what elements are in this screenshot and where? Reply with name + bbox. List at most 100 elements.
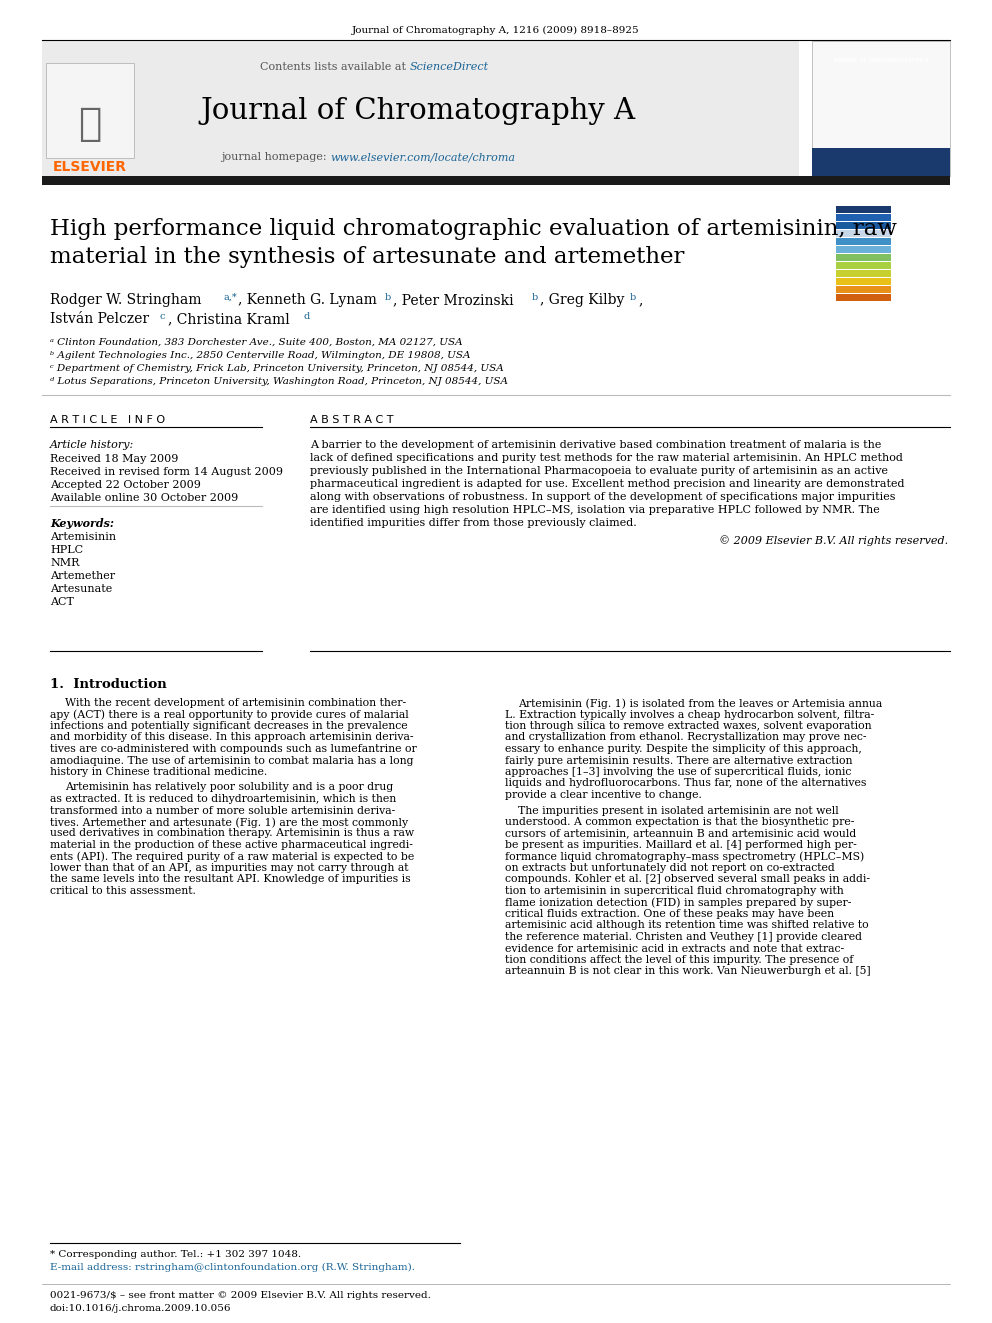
Text: L. Extraction typically involves a cheap hydrocarbon solvent, filtra-: L. Extraction typically involves a cheap… xyxy=(505,709,874,720)
Text: material in the synthesis of artesunate and artemether: material in the synthesis of artesunate … xyxy=(50,246,684,269)
Text: tives are co-administered with compounds such as lumefantrine or: tives are co-administered with compounds… xyxy=(50,744,417,754)
Bar xyxy=(836,286,891,292)
Text: lower than that of an API, as impurities may not carry through at: lower than that of an API, as impurities… xyxy=(50,863,409,873)
Text: cursors of artemisinin, arteannuin B and artemisinic acid would: cursors of artemisinin, arteannuin B and… xyxy=(505,828,856,839)
Text: liquids and hydrofluorocarbons. Thus far, none of the alternatives: liquids and hydrofluorocarbons. Thus far… xyxy=(505,778,866,789)
Text: * Corresponding author. Tel.: +1 302 397 1048.: * Corresponding author. Tel.: +1 302 397… xyxy=(50,1250,302,1259)
Bar xyxy=(42,41,799,176)
Text: With the recent development of artemisinin combination ther-: With the recent development of artemisin… xyxy=(65,699,406,708)
Bar xyxy=(836,278,891,284)
Text: pharmaceutical ingredient is adapted for use. Excellent method precision and lin: pharmaceutical ingredient is adapted for… xyxy=(310,479,905,490)
Text: tives. Artemether and artesunate (Fig. 1) are the most commonly: tives. Artemether and artesunate (Fig. 1… xyxy=(50,818,408,828)
Text: Article history:: Article history: xyxy=(50,441,134,450)
Text: formance liquid chromatography–mass spectrometry (HPLC–MS): formance liquid chromatography–mass spec… xyxy=(505,852,864,863)
Text: Artemisinin: Artemisinin xyxy=(50,532,116,542)
Bar xyxy=(46,64,134,157)
Text: are identified using high resolution HPLC–MS, isolation via preparative HPLC fol: are identified using high resolution HPL… xyxy=(310,505,880,515)
Text: Received 18 May 2009: Received 18 May 2009 xyxy=(50,454,179,464)
Text: b: b xyxy=(385,292,391,302)
Text: a,*: a,* xyxy=(224,292,238,302)
Text: Keywords:: Keywords: xyxy=(50,519,114,529)
Text: the reference material. Christen and Veuthey [1] provide cleared: the reference material. Christen and Veu… xyxy=(505,931,862,942)
Text: © 2009 Elsevier B.V. All rights reserved.: © 2009 Elsevier B.V. All rights reserved… xyxy=(719,534,948,546)
Text: previously published in the International Pharmacopoeia to evaluate purity of ar: previously published in the Internationa… xyxy=(310,466,888,476)
Text: lack of defined specifications and purity test methods for the raw material arte: lack of defined specifications and purit… xyxy=(310,452,903,463)
Text: arteannuin B is not clear in this work. Van Nieuwerburgh et al. [5]: arteannuin B is not clear in this work. … xyxy=(505,967,871,976)
Bar xyxy=(836,222,891,229)
Text: , Christina Kraml: , Christina Kraml xyxy=(168,312,290,325)
Text: ,: , xyxy=(638,292,643,307)
Bar xyxy=(836,262,891,269)
Text: approaches [1–3] involving the use of supercritical fluids, ionic: approaches [1–3] involving the use of su… xyxy=(505,767,851,777)
Text: d: d xyxy=(303,312,310,321)
Text: b: b xyxy=(630,292,636,302)
Bar xyxy=(812,41,950,176)
Bar xyxy=(42,176,950,185)
Text: provide a clear incentive to change.: provide a clear incentive to change. xyxy=(505,790,702,800)
Text: doi:10.1016/j.chroma.2009.10.056: doi:10.1016/j.chroma.2009.10.056 xyxy=(50,1304,231,1312)
Text: the same levels into the resultant API. Knowledge of impurities is: the same levels into the resultant API. … xyxy=(50,875,411,885)
Text: essary to enhance purity. Despite the simplicity of this approach,: essary to enhance purity. Despite the si… xyxy=(505,744,862,754)
Text: and crystallization from ethanol. Recrystallization may prove nec-: and crystallization from ethanol. Recrys… xyxy=(505,733,866,742)
Text: Journal of Chromatography A: Journal of Chromatography A xyxy=(200,97,636,124)
Text: critical to this assessment.: critical to this assessment. xyxy=(50,886,195,896)
Text: amodiaquine. The use of artemisinin to combat malaria has a long: amodiaquine. The use of artemisinin to c… xyxy=(50,755,414,766)
Text: Journal of Chromatography A, 1216 (2009) 8918–8925: Journal of Chromatography A, 1216 (2009)… xyxy=(352,26,640,36)
Text: The impurities present in isolated artemisinin are not well: The impurities present in isolated artem… xyxy=(518,806,839,815)
Text: A B S T R A C T: A B S T R A C T xyxy=(310,415,394,425)
Text: be present as impurities. Maillard et al. [4] performed high per-: be present as impurities. Maillard et al… xyxy=(505,840,857,849)
Bar xyxy=(836,254,891,261)
Text: , Greg Kilby: , Greg Kilby xyxy=(540,292,624,307)
Text: Rodger W. Stringham: Rodger W. Stringham xyxy=(50,292,201,307)
Text: A R T I C L E   I N F O: A R T I C L E I N F O xyxy=(50,415,165,425)
Text: fairly pure artemisinin results. There are alternative extraction: fairly pure artemisinin results. There a… xyxy=(505,755,852,766)
Text: Accepted 22 October 2009: Accepted 22 October 2009 xyxy=(50,480,200,490)
Text: tion conditions affect the level of this impurity. The presence of: tion conditions affect the level of this… xyxy=(505,955,853,964)
Text: ELSEVIER: ELSEVIER xyxy=(53,160,127,175)
Text: ents (API). The required purity of a raw material is expected to be: ents (API). The required purity of a raw… xyxy=(50,852,415,863)
Text: material in the production of these active pharmaceutical ingredi-: material in the production of these acti… xyxy=(50,840,413,849)
Text: High performance liquid chromatographic evaluation of artemisinin, raw: High performance liquid chromatographic … xyxy=(50,218,897,239)
Text: ᶜ Department of Chemistry, Frick Lab, Princeton University, Princeton, NJ 08544,: ᶜ Department of Chemistry, Frick Lab, Pr… xyxy=(50,364,504,373)
Text: E-mail address: rstringham@clintonfoundation.org (R.W. Stringham).: E-mail address: rstringham@clintonfounda… xyxy=(50,1263,415,1273)
Text: flame ionization detection (FID) in samples prepared by super-: flame ionization detection (FID) in samp… xyxy=(505,897,851,908)
Text: b: b xyxy=(532,292,539,302)
Text: c: c xyxy=(160,312,166,321)
Text: ACT: ACT xyxy=(50,597,73,607)
Text: compounds. Kohler et al. [2] observed several small peaks in addi-: compounds. Kohler et al. [2] observed se… xyxy=(505,875,870,885)
Text: A barrier to the development of artemisinin derivative based combination treatme: A barrier to the development of artemisi… xyxy=(310,441,881,450)
Text: Artesunate: Artesunate xyxy=(50,583,112,594)
Text: 0021-9673/$ – see front matter © 2009 Elsevier B.V. All rights reserved.: 0021-9673/$ – see front matter © 2009 El… xyxy=(50,1291,431,1301)
Text: ᵃ Clinton Foundation, 383 Dorchester Ave., Suite 400, Boston, MA 02127, USA: ᵃ Clinton Foundation, 383 Dorchester Ave… xyxy=(50,337,462,347)
Text: JOURNAL OF CHROMATOGRAPHY A: JOURNAL OF CHROMATOGRAPHY A xyxy=(833,58,929,64)
Bar xyxy=(836,246,891,253)
Text: Available online 30 October 2009: Available online 30 October 2009 xyxy=(50,493,238,503)
Text: artemisinic acid although its retention time was shifted relative to: artemisinic acid although its retention … xyxy=(505,921,869,930)
Text: Contents lists available at: Contents lists available at xyxy=(261,62,410,71)
Bar xyxy=(836,238,891,245)
Text: journal homepage:: journal homepage: xyxy=(221,152,330,161)
Text: Artemisinin has relatively poor solubility and is a poor drug: Artemisinin has relatively poor solubili… xyxy=(65,782,393,792)
Text: tion through silica to remove extracted waxes, solvent evaporation: tion through silica to remove extracted … xyxy=(505,721,872,732)
Text: on extracts but unfortunately did not report on co-extracted: on extracts but unfortunately did not re… xyxy=(505,863,834,873)
Text: critical fluids extraction. One of these peaks may have been: critical fluids extraction. One of these… xyxy=(505,909,834,919)
Text: Artemisinin (Fig. 1) is isolated from the leaves or Artemisia annua: Artemisinin (Fig. 1) is isolated from th… xyxy=(518,699,882,709)
Bar xyxy=(836,294,891,302)
Text: as extracted. It is reduced to dihydroartemisinin, which is then: as extracted. It is reduced to dihydroar… xyxy=(50,794,396,804)
Text: and morbidity of this disease. In this approach artemisinin deriva-: and morbidity of this disease. In this a… xyxy=(50,733,414,742)
Text: identified impurities differ from those previously claimed.: identified impurities differ from those … xyxy=(310,519,637,528)
Text: Received in revised form 14 August 2009: Received in revised form 14 August 2009 xyxy=(50,467,283,478)
Text: 1.  Introduction: 1. Introduction xyxy=(50,677,167,691)
Text: apy (ACT) there is a real opportunity to provide cures of malarial: apy (ACT) there is a real opportunity to… xyxy=(50,709,409,720)
Text: www.elsevier.com/locate/chroma: www.elsevier.com/locate/chroma xyxy=(330,152,515,161)
Text: NMR: NMR xyxy=(50,558,79,568)
Text: , Peter Mrozinski: , Peter Mrozinski xyxy=(393,292,514,307)
Text: Artemether: Artemether xyxy=(50,572,115,581)
Bar xyxy=(836,214,891,221)
Text: ScienceDirect: ScienceDirect xyxy=(410,62,489,71)
Text: ᵈ Lotus Separations, Princeton University, Washington Road, Princeton, NJ 08544,: ᵈ Lotus Separations, Princeton Universit… xyxy=(50,377,508,386)
Text: history in Chinese traditional medicine.: history in Chinese traditional medicine. xyxy=(50,767,267,777)
Text: along with observations of robustness. In support of the development of specific: along with observations of robustness. I… xyxy=(310,492,896,501)
Bar xyxy=(836,230,891,237)
Text: 🌳: 🌳 xyxy=(78,105,102,143)
